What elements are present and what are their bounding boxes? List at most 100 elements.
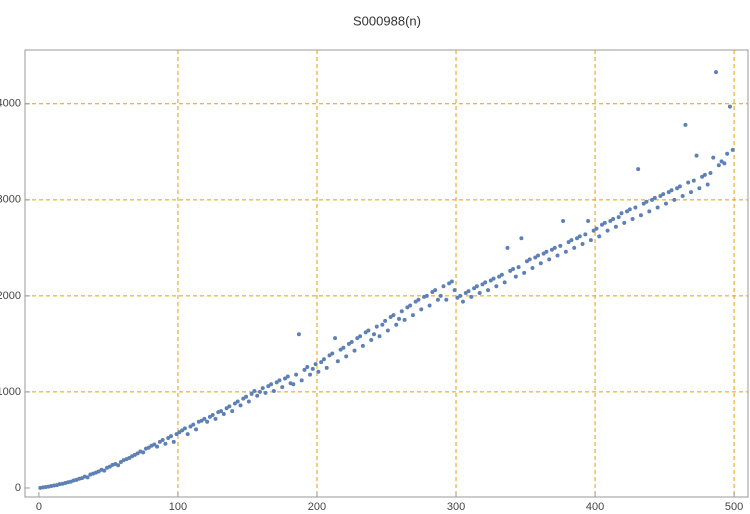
- point: [541, 251, 546, 256]
- point: [380, 322, 385, 327]
- point: [505, 245, 510, 250]
- point: [402, 317, 407, 322]
- point: [294, 372, 299, 377]
- point: [194, 427, 199, 432]
- point: [410, 313, 415, 318]
- point: [641, 201, 646, 206]
- point: [622, 220, 627, 225]
- point: [672, 197, 677, 202]
- point: [427, 303, 432, 308]
- y-tick-label: 0: [15, 482, 21, 494]
- point: [636, 167, 641, 172]
- point: [491, 276, 496, 281]
- point: [572, 245, 577, 250]
- point: [285, 374, 290, 379]
- point: [552, 245, 557, 250]
- point: [202, 416, 207, 421]
- point: [363, 330, 368, 335]
- point: [221, 412, 226, 417]
- point: [722, 161, 727, 166]
- point: [224, 406, 229, 411]
- point: [338, 347, 343, 352]
- point: [708, 170, 713, 175]
- point: [586, 218, 591, 223]
- point: [697, 186, 702, 191]
- point: [366, 328, 371, 333]
- point: [118, 460, 123, 465]
- point: [652, 195, 657, 200]
- point: [447, 281, 452, 286]
- point: [452, 288, 457, 293]
- point: [249, 391, 254, 396]
- point: [210, 412, 215, 417]
- point: [388, 315, 393, 320]
- point: [246, 399, 251, 404]
- point: [561, 218, 566, 223]
- point: [177, 430, 182, 435]
- x-tick-label: 400: [586, 501, 604, 513]
- point: [480, 282, 485, 287]
- point: [260, 386, 265, 391]
- point: [299, 378, 304, 383]
- point: [522, 270, 527, 275]
- point: [702, 172, 707, 177]
- point: [577, 234, 582, 239]
- point: [605, 228, 610, 233]
- point: [335, 359, 340, 364]
- point: [502, 280, 507, 285]
- point: [257, 389, 262, 394]
- point: [230, 409, 235, 414]
- point: [205, 419, 210, 424]
- point: [677, 184, 682, 189]
- point: [152, 442, 157, 447]
- point: [588, 238, 593, 243]
- chart-title: S000988(n): [353, 13, 421, 28]
- point: [296, 332, 301, 337]
- point: [394, 322, 399, 327]
- point: [499, 272, 504, 277]
- point: [511, 266, 516, 271]
- point: [232, 401, 237, 406]
- point: [519, 236, 524, 241]
- point: [238, 403, 243, 408]
- point: [483, 280, 488, 285]
- point: [691, 178, 696, 183]
- point: [466, 289, 471, 294]
- point: [408, 303, 413, 308]
- point: [271, 388, 276, 393]
- x-tick-label: 200: [308, 501, 326, 513]
- point: [494, 284, 499, 289]
- point: [135, 451, 140, 456]
- point: [160, 437, 165, 442]
- point: [85, 475, 90, 480]
- point: [580, 242, 585, 247]
- point: [174, 432, 179, 437]
- point: [686, 180, 691, 185]
- point: [591, 228, 596, 233]
- point: [291, 382, 296, 387]
- point: [344, 354, 349, 359]
- point: [168, 434, 173, 439]
- point: [463, 290, 468, 295]
- point: [171, 439, 176, 444]
- point: [700, 174, 705, 179]
- point: [508, 268, 513, 273]
- point: [182, 426, 187, 431]
- point: [441, 284, 446, 289]
- point: [725, 151, 730, 156]
- point: [544, 249, 549, 254]
- point: [213, 416, 218, 421]
- point: [274, 380, 279, 385]
- point: [438, 293, 443, 298]
- point: [244, 394, 249, 399]
- point: [613, 224, 618, 229]
- point: [638, 213, 643, 218]
- point: [474, 284, 479, 289]
- point: [644, 199, 649, 204]
- point: [188, 424, 193, 429]
- point: [397, 316, 402, 321]
- point: [219, 409, 224, 414]
- point: [719, 159, 724, 164]
- point: [558, 243, 563, 248]
- point: [310, 366, 315, 371]
